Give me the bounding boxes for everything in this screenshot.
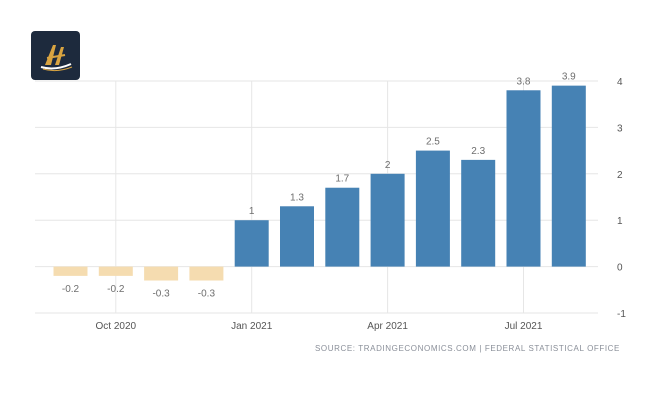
y-tick-label: 4 (617, 77, 623, 88)
bar (370, 173, 405, 267)
bar (415, 150, 450, 267)
y-tick-label: 1 (617, 216, 623, 227)
y-tick-label: -1 (617, 309, 626, 320)
data-label: 1.3 (290, 192, 304, 203)
data-label: -0.2 (107, 284, 125, 295)
data-label: -0.2 (62, 284, 80, 295)
bar (98, 266, 133, 276)
bar (280, 206, 314, 267)
bar (144, 266, 179, 281)
bar (53, 266, 88, 276)
bar (461, 159, 496, 267)
data-label: 2 (385, 160, 391, 171)
source-note: SOURCE: TRADINGECONOMICS.COM | FEDERAL S… (314, 344, 620, 353)
data-label: 3.8 (517, 76, 531, 87)
bar (189, 266, 224, 281)
y-tick-label: 3 (617, 123, 623, 134)
bar (234, 220, 269, 267)
y-tick-label: 2 (617, 170, 623, 181)
x-tick-label: Jan 2021 (231, 321, 273, 332)
data-label: 3.9 (562, 72, 576, 83)
bar (551, 85, 586, 267)
data-label: -0.3 (152, 289, 170, 300)
data-label: 1.7 (335, 174, 349, 185)
bar (506, 90, 541, 267)
y-tick-label: 0 (617, 263, 623, 274)
brand-logo-icon (40, 45, 73, 72)
data-label: 2.5 (426, 137, 440, 148)
data-label: 2.3 (471, 146, 485, 157)
data-label: -0.3 (198, 289, 216, 300)
data-label: 1 (249, 206, 255, 217)
brand-logo (31, 31, 80, 80)
x-tick-label: Oct 2020 (96, 321, 137, 332)
x-tick-label: Jul 2021 (505, 321, 543, 332)
bar (325, 187, 360, 267)
x-tick-label: Apr 2021 (367, 321, 408, 332)
